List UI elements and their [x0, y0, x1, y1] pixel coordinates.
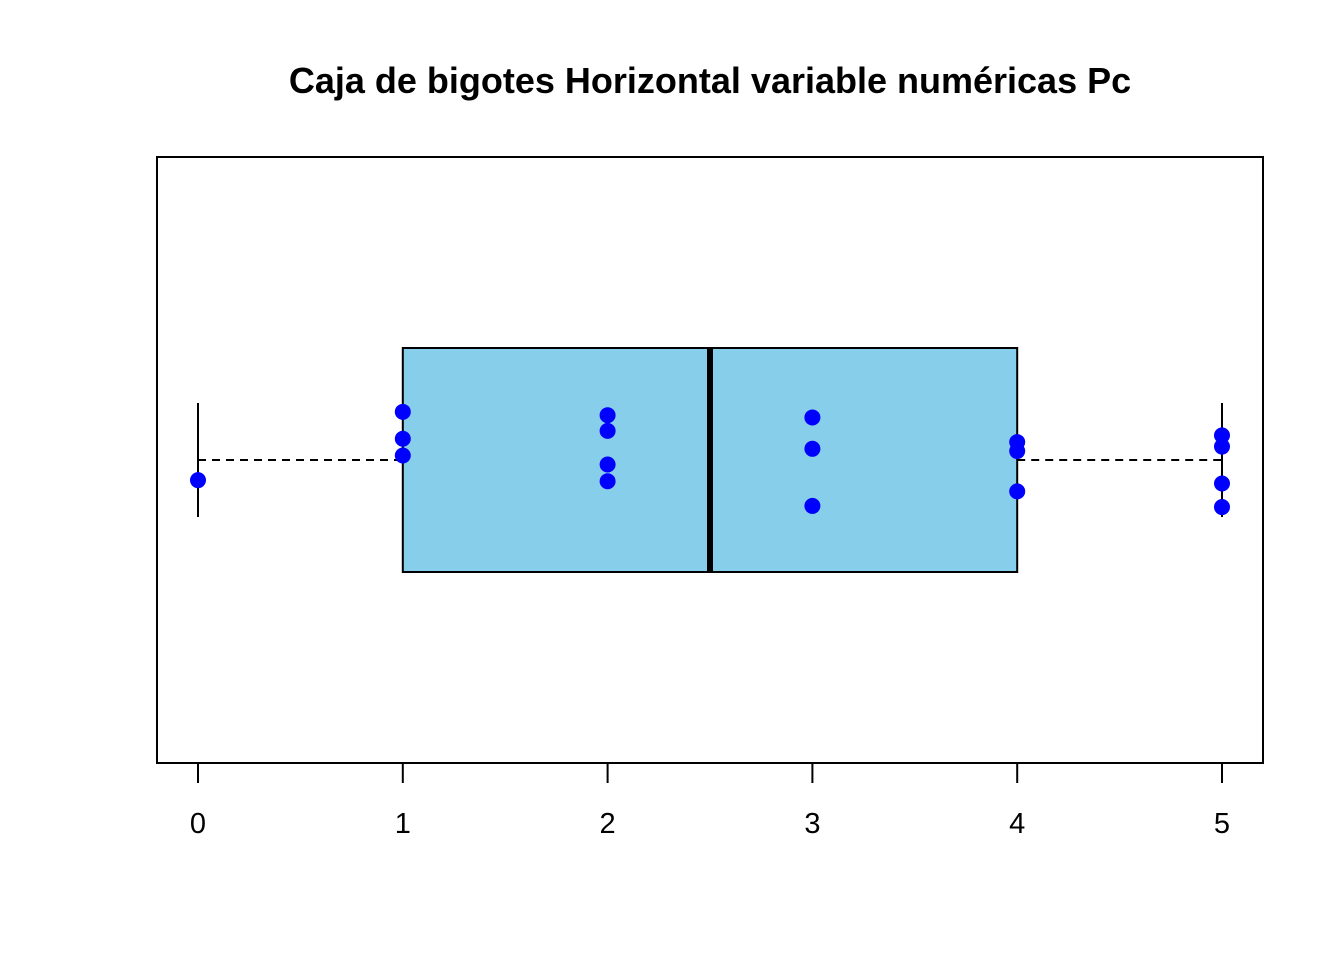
x-tick-label: 1	[395, 808, 411, 840]
x-tick-label: 5	[1214, 808, 1230, 840]
data-point	[599, 422, 616, 439]
x-axis: 0 1 2 3 4 5	[190, 762, 1230, 840]
data-point	[599, 407, 616, 424]
data-point	[1214, 427, 1230, 444]
data-point	[804, 440, 821, 457]
chart-title: Caja de bigotes Horizontal variable numé…	[289, 60, 1131, 101]
data-point	[190, 472, 206, 489]
data-point	[804, 409, 821, 426]
points-layer	[190, 403, 1230, 516]
x-tick-label: 2	[600, 808, 616, 840]
data-point	[1214, 475, 1230, 492]
data-point	[599, 456, 616, 473]
data-point	[804, 497, 821, 514]
whiskers-layer	[197, 403, 1223, 517]
data-point	[1214, 499, 1230, 516]
data-point	[394, 430, 411, 447]
data-point	[1009, 443, 1026, 460]
x-tick-label: 0	[190, 808, 206, 840]
data-point	[599, 473, 616, 490]
data-point	[394, 403, 411, 420]
x-tick-label: 3	[804, 808, 820, 840]
data-point	[1214, 438, 1230, 455]
x-tick-label: 4	[1009, 808, 1025, 840]
data-point	[394, 447, 411, 464]
box-layer	[401, 347, 1019, 573]
data-point	[1009, 483, 1026, 500]
